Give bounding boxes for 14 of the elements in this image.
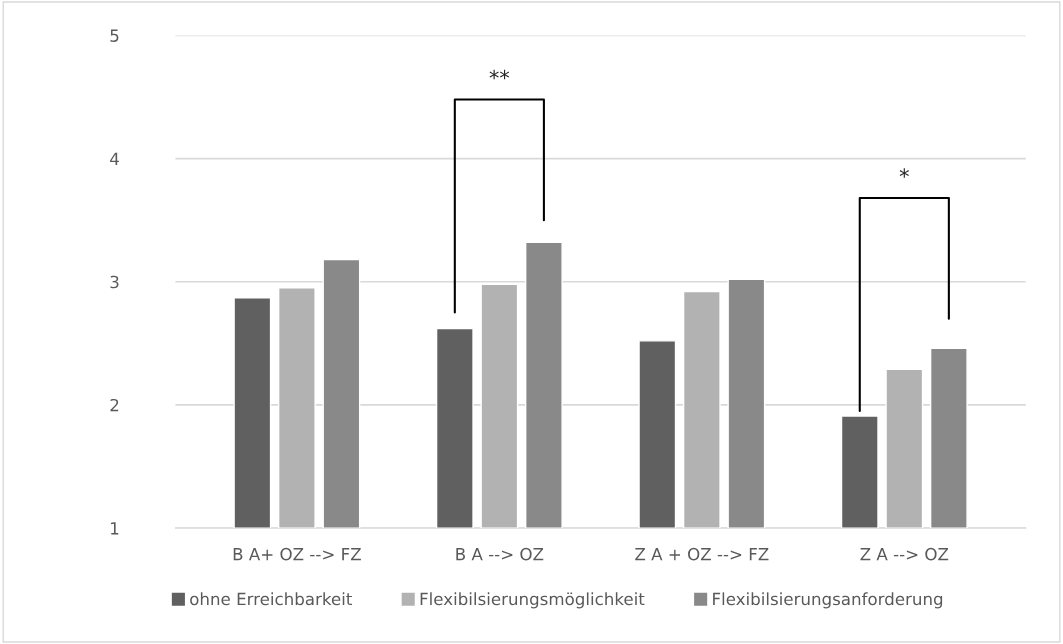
annotation: ** xyxy=(489,69,510,80)
annotation: * xyxy=(899,168,909,178)
legend-label: Flexibilsierungsanforderung xyxy=(713,592,943,609)
y-tick-label: 1 xyxy=(111,522,119,535)
y-tick-label: 2 xyxy=(110,398,119,412)
y-tick-label: 5 xyxy=(110,29,119,42)
x-tick-label: Z A --> OZ xyxy=(860,547,949,561)
x-tick-label: B A --> OZ xyxy=(456,547,544,561)
y-tick-label: 3 xyxy=(110,275,119,289)
x-tick-label: B A+ OZ --> FZ xyxy=(233,547,361,561)
legend-label: ohne Erreichbarkeit xyxy=(190,592,352,606)
y-tick-label: 4 xyxy=(110,152,119,165)
x-tick-label: Z A + OZ --> FZ xyxy=(635,547,769,561)
legend-label: Flexibilsierungsmöglichkeit xyxy=(420,592,645,609)
